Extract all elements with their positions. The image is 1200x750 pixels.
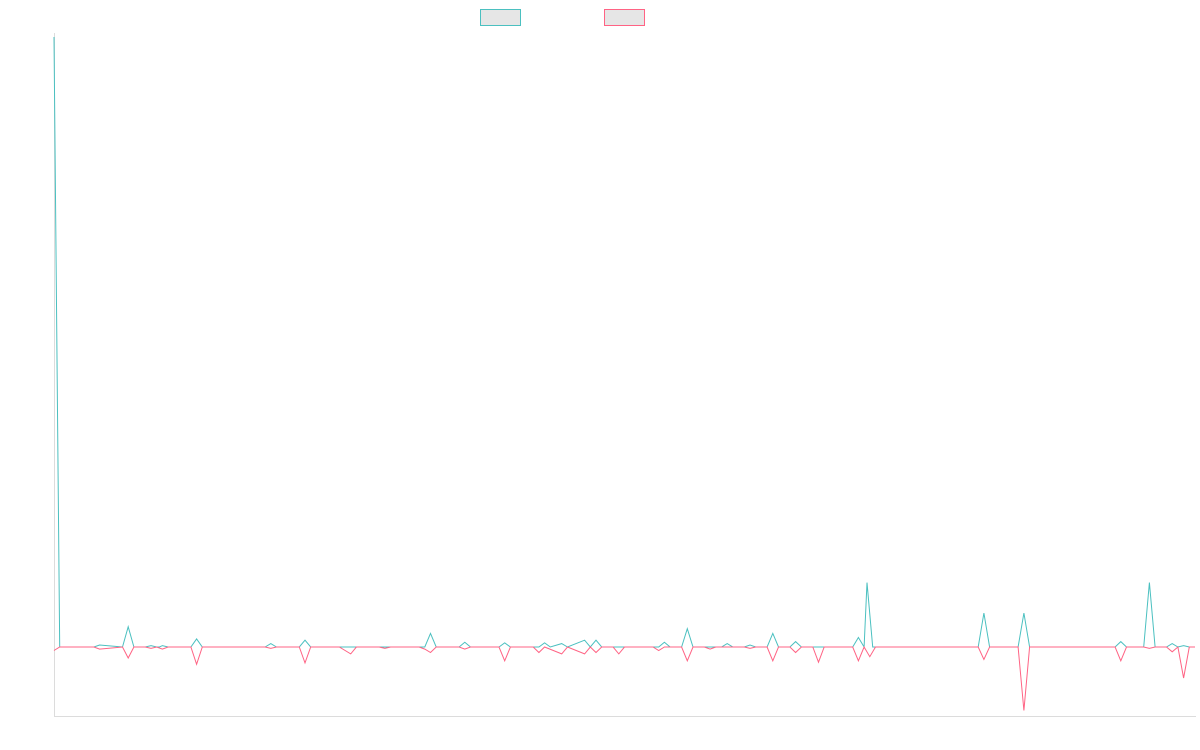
legend-swatch-series-b[interactable] <box>604 9 645 26</box>
series-line-b <box>53 645 1195 711</box>
plot-area <box>53 33 1196 717</box>
legend[interactable] <box>480 9 645 26</box>
series-layer <box>53 36 1195 711</box>
series-line-a <box>53 36 1195 649</box>
legend-swatch-series-a[interactable] <box>480 9 521 26</box>
